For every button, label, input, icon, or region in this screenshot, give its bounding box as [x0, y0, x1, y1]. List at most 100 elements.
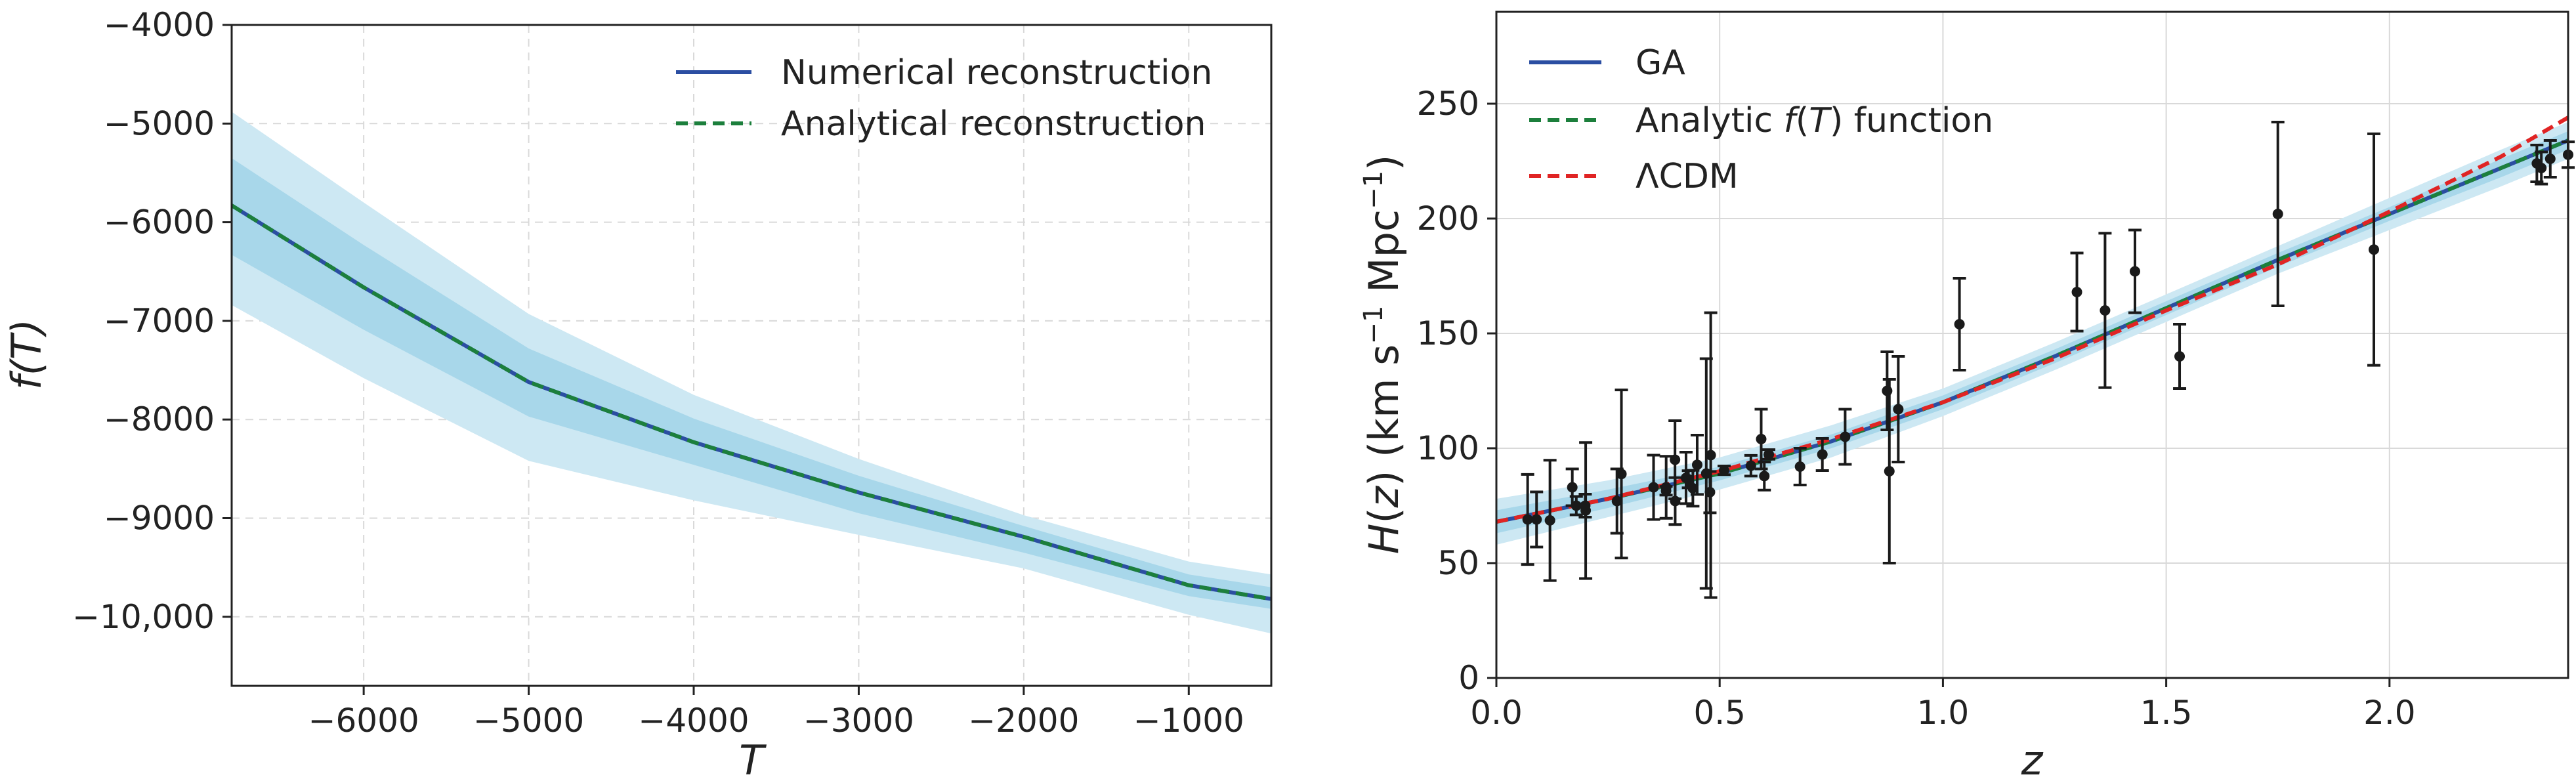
right-obs-point-16 — [1687, 482, 1699, 494]
right-x-tick-label-0: 0.0 — [1470, 694, 1523, 732]
left-y-tick-label-6: −10,000 — [72, 598, 215, 636]
right-obs-point-2 — [1544, 515, 1555, 526]
left-x-tick-label-3: −3000 — [803, 702, 914, 740]
right-obs-point-41 — [2544, 154, 2556, 164]
right-obs-point-8 — [1616, 469, 1627, 480]
left-y-tick-label-3: −7000 — [104, 302, 215, 340]
panel-left: −6000 −5000 −4000 −3000 −2000 −1000 −4000 −5000… — [3, 6, 1273, 781]
right-obs-6 — [1579, 441, 1593, 580]
right-y-axis-label: H(z) (km s−1 Mpc−1) — [1359, 155, 1408, 555]
right-obs-30 — [1882, 378, 1896, 564]
right-obs-17 — [1690, 434, 1704, 496]
right-obs-9 — [1647, 454, 1660, 521]
right-obs-point-31 — [1893, 404, 1904, 415]
right-obs-point-29 — [1882, 385, 1893, 396]
right-x-tick-label-4: 2.0 — [2363, 694, 2416, 732]
left-x-tick-label-1: −5000 — [473, 702, 584, 740]
left-bands — [232, 112, 1271, 634]
right-obs-point-0 — [1522, 514, 1533, 525]
left-x-tick-label-4: −2000 — [968, 702, 1079, 740]
right-obs-point-22 — [1745, 460, 1756, 471]
left-ticks: −6000 −5000 −4000 −3000 −2000 −1000 −4000 −5000… — [72, 6, 1244, 740]
right-obs-36 — [2173, 323, 2187, 390]
right-obs-point-20 — [1705, 450, 1716, 461]
right-obs-point-38 — [2369, 244, 2380, 255]
left-x-tick-label-0: −6000 — [308, 702, 419, 740]
left-legend: Numerical reconstruction Analytical reco… — [676, 53, 1212, 144]
right-obs-point-11 — [1660, 482, 1672, 493]
right-x-tick-label-1: 0.5 — [1693, 694, 1746, 732]
right-obs-26 — [1793, 447, 1807, 486]
right-obs-34 — [2098, 232, 2112, 389]
right-y-tick-label-2: 100 — [1417, 429, 1479, 467]
right-obs-point-40 — [2536, 163, 2547, 173]
right-legend-label-ga: GA — [1636, 43, 1685, 83]
right-y-tick-label-4: 200 — [1417, 200, 1479, 238]
right-obs-32 — [1953, 277, 1966, 371]
right-obs-point-4 — [1571, 500, 1582, 511]
right-obs-point-33 — [2071, 287, 2082, 297]
right-obs-point-23 — [1756, 434, 1767, 444]
right-bands — [1496, 122, 2568, 545]
left-y-tick-label-5: −9000 — [104, 499, 215, 537]
right-obs-point-3 — [1567, 482, 1578, 493]
right-obs-33 — [2070, 251, 2084, 333]
right-obs-27 — [1815, 436, 1829, 472]
right-obs-41 — [2543, 139, 2557, 179]
left-y-axis-label: f(T) — [3, 319, 51, 390]
right-obs-point-24 — [1759, 471, 1770, 482]
right-band-1-sigma — [1496, 131, 2568, 534]
right-obs-37 — [2271, 121, 2285, 307]
left-legend-label-analytical: Analytical reconstruction — [781, 104, 1206, 144]
right-obs-point-13 — [1670, 496, 1681, 507]
right-obs-35 — [2128, 228, 2142, 314]
right-obs-25 — [1762, 448, 1776, 461]
right-obs-2 — [1543, 459, 1557, 582]
right-x-tick-label-3: 1.5 — [2140, 694, 2193, 732]
right-obs-point-26 — [1794, 461, 1805, 472]
right-obs-20 — [1704, 311, 1718, 599]
right-obs-point-25 — [1763, 449, 1775, 460]
right-legend: GA Analytic f(T) function ΛCDM — [1529, 43, 1993, 196]
right-y-tick-label-5: 250 — [1417, 85, 1479, 123]
right-obs-point-7 — [1611, 496, 1622, 507]
right-plot-frame — [1495, 11, 2569, 679]
left-plot-frame — [230, 24, 1273, 687]
left-y-tick-label-1: −5000 — [104, 104, 215, 142]
right-obs-point-36 — [2174, 351, 2185, 362]
right-x-tick-label-2: 1.0 — [1917, 694, 1970, 732]
left-series-1 — [230, 203, 1272, 601]
right-y-tick-label-3: 150 — [1417, 314, 1479, 352]
right-obs-point-21 — [1719, 465, 1730, 476]
right-obs-13 — [1668, 476, 1682, 526]
right-obs-31 — [1891, 355, 1905, 463]
right-obs-point-32 — [1954, 319, 1965, 329]
left-x-tick-label-2: −4000 — [638, 702, 749, 740]
right-obs-point-34 — [2100, 305, 2111, 316]
right-obs-11 — [1659, 455, 1673, 520]
right-y-tick-label-1: 50 — [1437, 544, 1479, 582]
right-obs-point-9 — [1648, 482, 1659, 493]
panel-right: 0.0 0.5 1.0 1.5 2.0 0 50 100 150 200 250 z H(z) (k… — [1359, 11, 2575, 781]
right-obs-4 — [1569, 495, 1583, 517]
right-obs-8 — [1615, 389, 1628, 560]
left-x-axis-label: T — [739, 736, 767, 781]
right-observations — [1521, 121, 2575, 599]
right-obs-point-1 — [1531, 514, 1542, 525]
right-y-tick-label-0: 0 — [1458, 659, 1479, 697]
right-x-axis-label: z — [2021, 736, 2044, 781]
right-obs-point-37 — [2272, 209, 2283, 219]
right-legend-label-lcdm: ΛCDM — [1636, 157, 1739, 196]
right-obs-24 — [1758, 461, 1771, 492]
right-obs-21 — [1718, 464, 1731, 476]
right-obs-38 — [2367, 132, 2381, 367]
right-obs-1 — [1530, 490, 1544, 549]
right-obs-40 — [2535, 150, 2548, 186]
right-obs-point-28 — [1840, 431, 1851, 442]
right-obs-point-12 — [1670, 454, 1681, 465]
left-y-tick-label-2: −6000 — [104, 203, 215, 242]
left-y-tick-label-0: −4000 — [104, 6, 215, 44]
right-obs-point-27 — [1817, 449, 1828, 460]
left-y-tick-label-4: −8000 — [104, 400, 215, 438]
